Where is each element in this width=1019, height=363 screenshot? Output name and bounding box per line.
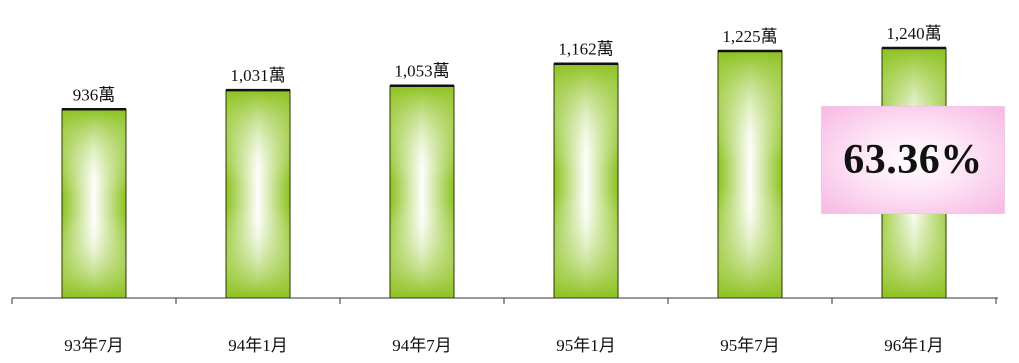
x-axis [11,297,998,304]
data-label: 1,240萬 [886,24,941,43]
bar-shade [554,63,618,299]
data-label: 1,162萬 [558,40,613,59]
data-label: 936萬 [73,85,116,104]
x-tick-label: 95年1月 [556,336,616,355]
data-label: 1,053萬 [394,62,449,81]
bar [225,88,291,299]
bar [389,84,455,299]
x-tick-label: 94年1月 [228,336,288,355]
x-tick-label: 96年1月 [884,336,944,355]
bar [553,62,619,299]
bars [61,46,947,299]
data-label: 1,031萬 [230,66,285,85]
percentage-callout-text: 63.36% [843,137,983,183]
bar-shade [718,51,782,298]
x-tick-label: 93年7月 [64,336,124,355]
percentage-callout: 63.36% [821,106,1005,214]
value-labels: 936萬 1,031萬 1,053萬 1,162萬 1,225萬 1,240萬 [73,24,942,104]
x-tick-label: 95年7月 [720,336,780,355]
bar-shade [390,85,454,298]
bar [717,49,783,299]
bar-shade [62,109,126,299]
data-label: 1,225萬 [722,27,777,46]
bar [61,108,127,299]
bar-shade [226,90,290,298]
category-labels: 93年7月 94年1月 94年7月 95年1月 95年7月 96年1月 [64,336,944,355]
x-tick-label: 94年7月 [392,336,452,355]
